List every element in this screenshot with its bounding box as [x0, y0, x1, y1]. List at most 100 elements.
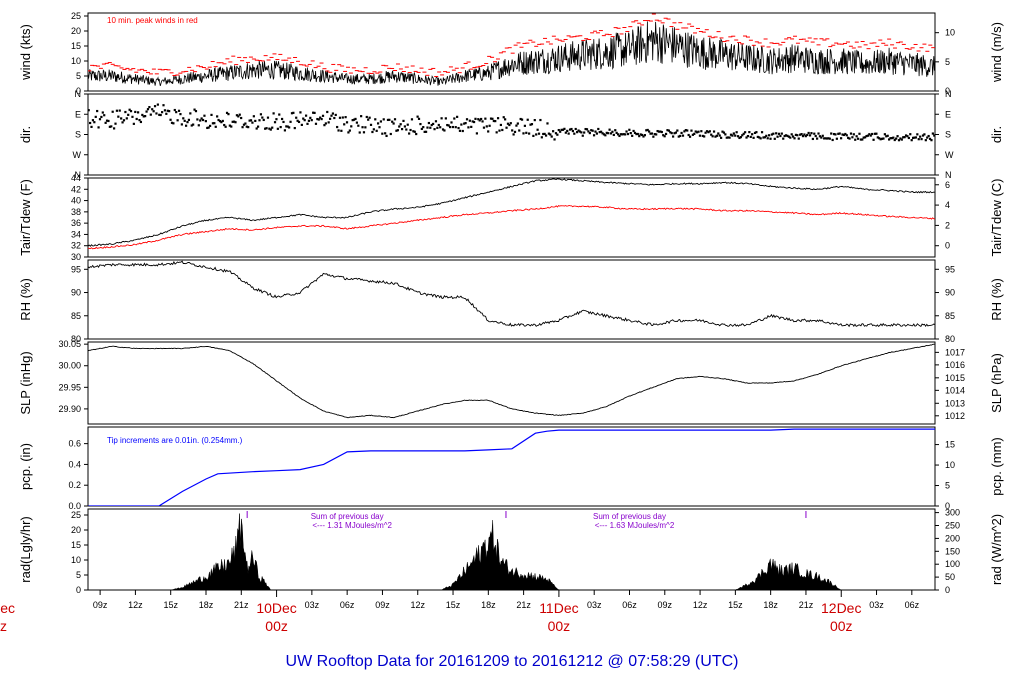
x-day-date: 11Dec — [539, 600, 578, 616]
direction-point — [571, 129, 574, 133]
direction-point — [686, 129, 689, 132]
slp-series-SLP — [88, 343, 935, 419]
direction-point — [557, 128, 560, 132]
precip-left-tick-label: 0.4 — [68, 459, 81, 469]
direction-point — [125, 117, 128, 120]
direction-point — [598, 130, 601, 134]
direction-point — [155, 112, 158, 115]
direction-point — [866, 134, 870, 137]
direction-point — [158, 113, 161, 116]
direction-point — [710, 133, 713, 136]
direction-point — [626, 132, 630, 136]
x-hour-tick-label: 15z — [446, 600, 461, 610]
direction-point — [122, 119, 126, 122]
direction-point — [902, 136, 905, 139]
temp-right-tick-label: 6 — [945, 180, 950, 190]
direction-point — [645, 129, 648, 132]
direction-point — [101, 111, 104, 114]
direction-point — [868, 133, 871, 136]
x-hour-tick-label: 15z — [728, 600, 743, 610]
direction-point — [691, 133, 694, 136]
direction-point — [800, 133, 803, 136]
direction-point — [368, 116, 371, 119]
direction-point — [653, 133, 656, 136]
direction-point — [304, 114, 308, 117]
direction-point — [858, 132, 861, 135]
direction-point — [97, 126, 100, 129]
direction-point — [824, 137, 827, 140]
direction-point — [199, 119, 202, 122]
direction-point — [117, 115, 120, 118]
direction-point — [457, 126, 460, 130]
x-hour-tick-label: 18z — [763, 600, 778, 610]
x-hour-tick-label: 12z — [410, 600, 425, 610]
direction-point — [103, 114, 106, 117]
direction-point — [467, 126, 470, 129]
direction-point — [496, 117, 500, 120]
direction-point — [909, 133, 912, 136]
x-hour-tick-label: 18z — [199, 600, 214, 610]
direction-point — [312, 111, 315, 114]
direction-point — [907, 136, 910, 140]
direction-point — [242, 123, 246, 126]
direction-point — [748, 131, 751, 134]
x-hour-tick-label: 06z — [622, 600, 637, 610]
direction-point — [221, 119, 224, 123]
direction-point — [120, 117, 123, 120]
direction-point — [295, 116, 298, 119]
x-hour-tick-label: 15z — [163, 600, 178, 610]
direction-point — [660, 130, 663, 134]
direction-point — [869, 134, 872, 137]
direction-point — [426, 126, 429, 129]
direction-point — [475, 132, 478, 135]
direction-point — [889, 137, 892, 140]
direction-point — [262, 118, 265, 122]
direction-point — [326, 110, 329, 114]
direction-point — [258, 119, 261, 122]
direction-point — [577, 129, 580, 132]
direction-point — [423, 130, 426, 133]
direction-point — [814, 134, 817, 138]
direction-point — [633, 131, 637, 135]
direction-point — [550, 135, 553, 138]
precip-series-line — [88, 428, 935, 506]
direction-point — [343, 123, 346, 126]
direction-point — [614, 129, 617, 132]
direction-point — [746, 134, 750, 138]
direction-point — [399, 123, 402, 126]
direction-point — [725, 136, 728, 139]
direction-point — [811, 137, 814, 141]
direction-point — [659, 130, 662, 133]
precip-right-tick-label: 10 — [945, 460, 955, 470]
direction-point — [556, 133, 559, 136]
temp-left-tick-label: 34 — [71, 229, 81, 239]
direction-point — [276, 127, 279, 130]
direction-point — [830, 132, 833, 135]
x-day-time: 00z — [265, 618, 288, 634]
direction-point — [324, 122, 327, 125]
rad-left-tick-label: 5 — [76, 570, 81, 580]
direction-point — [241, 126, 244, 129]
slp-right-tick-label: 1013 — [945, 398, 965, 408]
direction-point — [96, 109, 99, 113]
direction-point — [115, 109, 119, 112]
direction-point — [352, 118, 356, 121]
direction-point — [776, 135, 779, 138]
x-day-time: 00z — [830, 618, 853, 634]
direction-point — [615, 131, 618, 134]
direction-point — [537, 132, 541, 135]
rh-ylabel: RH (%) — [18, 278, 33, 321]
direction-point — [480, 117, 483, 121]
radiation-annotation: Sum of previous day — [593, 512, 666, 521]
direction-point — [687, 133, 690, 137]
direction-point — [745, 136, 748, 139]
direction-point — [899, 137, 902, 140]
direction-point — [429, 126, 432, 129]
direction-point — [842, 133, 846, 137]
direction-point — [873, 132, 877, 135]
direction-point — [813, 132, 816, 135]
direction-point — [636, 132, 639, 136]
direction-point — [535, 133, 538, 136]
direction-point — [680, 131, 683, 135]
